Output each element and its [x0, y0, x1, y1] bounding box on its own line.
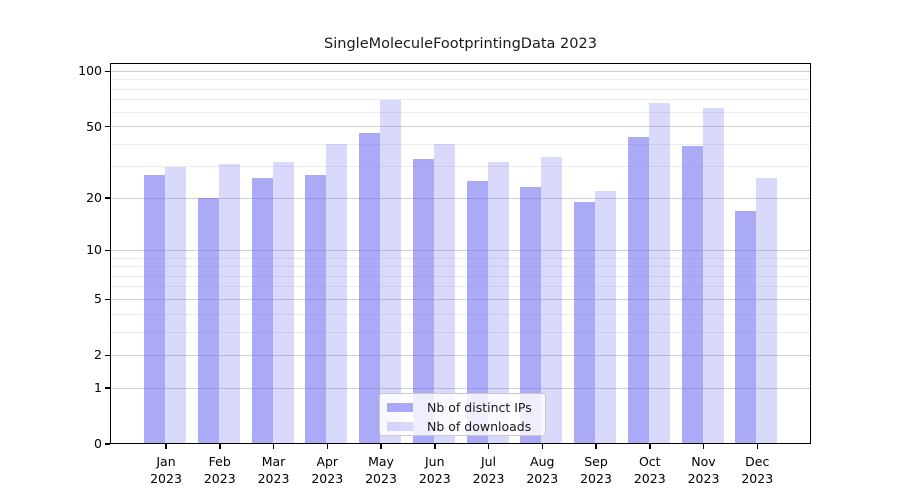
x-tick-mark [756, 444, 758, 449]
bar-distinct-ips [520, 187, 542, 444]
x-tick-label-month: Aug 2023 [526, 454, 559, 486]
gridline-minor [110, 166, 811, 168]
bar-downloads [595, 190, 616, 444]
bar-downloads [487, 161, 509, 444]
bar-downloads [218, 164, 240, 444]
gridline-major [110, 354, 811, 356]
bar-downloads [702, 108, 724, 444]
x-tick-mark [541, 444, 543, 449]
gridline-minor [110, 286, 811, 288]
gridline-minor [110, 266, 811, 268]
x-tick-mark [380, 444, 382, 449]
x-tick-label-month: Dec 2023 [741, 454, 774, 486]
gridline-major [110, 387, 811, 389]
bar-downloads [326, 144, 348, 444]
x-tick-label-month: Jun 2023 [418, 454, 451, 486]
bar-distinct-ips [251, 177, 273, 444]
bar-downloads [380, 99, 401, 444]
legend-label-downloads: Nb of downloads [427, 419, 532, 434]
x-tick-mark [272, 444, 275, 449]
y-tick-label: 5 [94, 291, 102, 307]
x-tick-mark [487, 444, 490, 449]
gridline-minor [110, 275, 811, 277]
gridline-major [110, 249, 811, 251]
bar-distinct-ips [735, 210, 757, 444]
bar-distinct-ips [466, 180, 488, 444]
gridline-minor [110, 79, 811, 81]
x-tick-mark [702, 444, 705, 449]
y-tick-mark [105, 354, 110, 357]
y-tick-label: 20 [86, 190, 102, 206]
legend-label-distinct-ips: Nb of distinct IPs [427, 400, 532, 415]
bar-downloads [648, 103, 670, 444]
x-tick-label-month: Mar 2023 [257, 454, 290, 486]
y-tick-mark [105, 387, 110, 389]
x-tick-label-month: May 2023 [365, 454, 397, 486]
x-tick-mark [649, 444, 651, 449]
gridline-minor [110, 331, 811, 333]
y-tick-label: 50 [86, 118, 102, 134]
x-tick-label-month: Feb 2023 [203, 454, 236, 486]
y-tick-mark [105, 443, 110, 445]
bar-downloads [165, 166, 186, 444]
legend: Nb of distinct IPs Nb of downloads [379, 393, 546, 436]
gridline-major [110, 70, 811, 72]
bar-distinct-ips [681, 146, 703, 444]
gridline-minor [110, 111, 811, 113]
gridline-major [110, 126, 811, 128]
bar-distinct-ips [197, 198, 219, 444]
legend-swatch-downloads [387, 421, 413, 432]
bar-distinct-ips [627, 136, 649, 444]
bar-downloads [541, 156, 563, 444]
y-tick-mark [105, 298, 110, 301]
bar-distinct-ips [412, 159, 434, 444]
bar-distinct-ips [305, 174, 327, 444]
gridline-minor [110, 313, 811, 315]
legend-item-downloads: Nb of downloads [387, 417, 545, 436]
gridline-minor [110, 88, 811, 90]
gridline-major [110, 197, 811, 199]
x-tick-mark [595, 444, 597, 449]
y-tick-label: 0 [94, 436, 102, 451]
y-tick-mark [105, 125, 110, 128]
legend-item-distinct-ips: Nb of distinct IPs [387, 398, 545, 417]
x-tick-mark [434, 444, 436, 449]
x-tick-mark [326, 444, 328, 449]
x-tick-label-month: Jul 2023 [472, 454, 505, 486]
y-tick-label: 1 [94, 380, 102, 396]
y-tick-mark [105, 70, 110, 73]
bar-downloads [272, 161, 294, 444]
gridline-minor [110, 143, 811, 145]
bar-distinct-ips [359, 133, 380, 444]
y-tick-label: 2 [94, 347, 102, 363]
x-tick-label-month: Sep 2023 [580, 454, 612, 486]
y-tick-mark [105, 197, 110, 199]
x-tick-label-month: Apr 2023 [311, 454, 344, 486]
x-tick-label-month: Oct 2023 [633, 454, 666, 486]
y-tick-label: 10 [86, 242, 102, 258]
bar-distinct-ips [574, 202, 595, 444]
y-tick-mark [105, 249, 110, 252]
plot-area [110, 63, 811, 444]
gridline-major [110, 298, 811, 300]
chart-title: SingleMoleculeFootprintingData 2023 [324, 36, 597, 52]
bar-downloads [756, 177, 778, 444]
x-tick-mark [165, 444, 167, 449]
x-tick-label-month: Nov 2023 [687, 454, 720, 486]
gridline-minor [110, 99, 811, 101]
bar-distinct-ips [144, 174, 165, 444]
bar-downloads [433, 144, 455, 444]
gridline-minor [110, 257, 811, 259]
legend-swatch-distinct-ips [387, 402, 413, 413]
x-tick-mark [219, 444, 221, 449]
x-tick-label-month: Jan 2023 [150, 454, 182, 486]
y-tick-label: 100 [78, 63, 102, 79]
